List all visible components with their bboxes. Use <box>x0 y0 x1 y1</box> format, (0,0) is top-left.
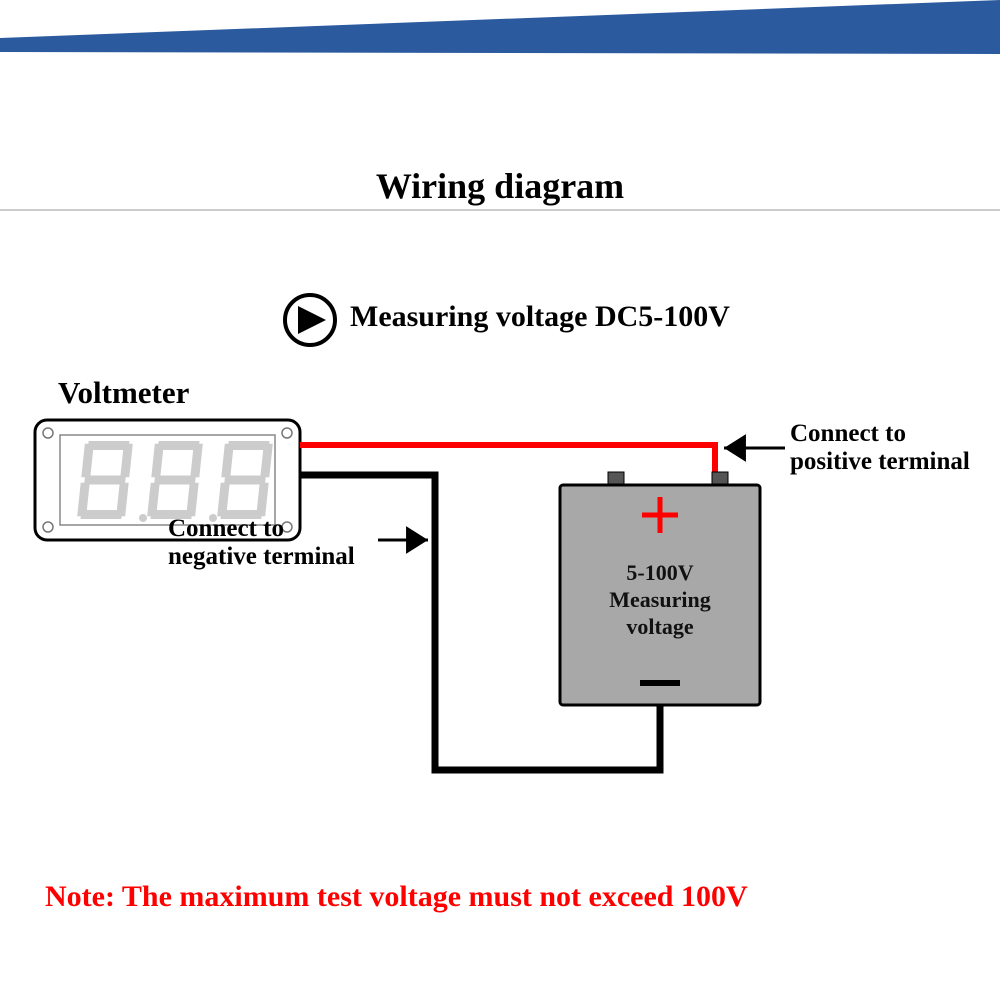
seven-seg-segment <box>158 441 200 450</box>
voltmeter-label: Voltmeter <box>58 375 189 411</box>
diagram-title: Wiring diagram <box>0 165 1000 207</box>
seven-seg-segment <box>228 441 270 450</box>
pos-line1: Connect to <box>790 420 906 447</box>
warning-note: Note: The maximum test voltage must not … <box>45 880 748 914</box>
header-bar <box>0 0 1000 54</box>
battery-text: Measuring <box>609 587 710 612</box>
seven-seg-segment <box>88 441 130 450</box>
neg-line1: Connect to <box>168 515 284 542</box>
neg-line2: negative terminal <box>168 543 355 570</box>
seven-seg-segment <box>81 510 123 519</box>
pos-line2: positive terminal <box>790 448 970 475</box>
wiring-diagram-svg: 5-100VMeasuringvoltage <box>0 0 1000 1000</box>
battery-terminal-cap <box>712 472 728 485</box>
seven-seg-segment <box>224 476 266 485</box>
seven-seg-segment <box>84 476 126 485</box>
seven-seg-segment <box>154 476 196 485</box>
arrow-circle-triangle <box>298 306 326 334</box>
pointer-arrow-head <box>406 526 428 554</box>
battery-text: 5-100V <box>626 560 693 585</box>
voltage-range-heading: Measuring voltage DC5-100V <box>350 300 730 334</box>
positive-terminal-label: Connect to positive terminal <box>790 420 970 476</box>
pointer-arrow-head <box>724 434 746 462</box>
negative-terminal-label: Connect to negative terminal <box>168 515 355 571</box>
battery-text: voltage <box>626 614 693 639</box>
battery-terminal-cap <box>608 472 624 485</box>
seven-seg-dot <box>139 514 147 522</box>
